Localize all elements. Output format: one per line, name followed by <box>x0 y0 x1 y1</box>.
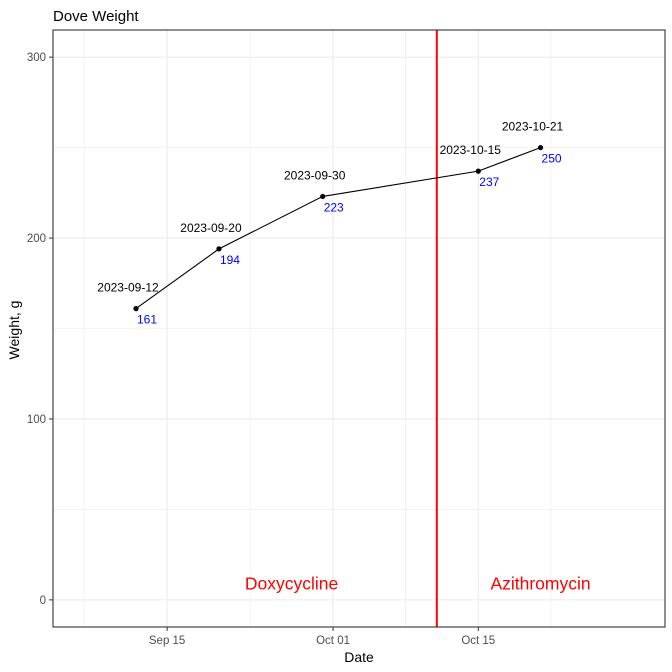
value-label: 237 <box>479 175 499 189</box>
panel-border <box>52 29 666 628</box>
date-label: 2023-10-21 <box>502 120 564 134</box>
data-labels: 2023-09-12 161 2023-09-20 194 2023-09-30 223 2… <box>97 120 563 327</box>
x-tick-label: Sep 15 <box>149 635 185 647</box>
x-axis-title: Date <box>344 649 374 665</box>
weight-series <box>133 144 544 312</box>
y-tick-label: 300 <box>27 52 46 64</box>
weight-point <box>475 168 481 174</box>
y-tick-label: 100 <box>27 414 46 426</box>
date-label: 2023-09-20 <box>180 221 242 235</box>
x-tick-label: Oct 15 <box>461 635 495 647</box>
grid <box>53 30 665 627</box>
weight-point <box>216 246 222 252</box>
value-label: 250 <box>542 152 562 166</box>
value-label: 161 <box>137 313 157 327</box>
treatment-label: Doxycycline <box>245 574 338 594</box>
y-axis-title: Weight, g <box>6 301 22 360</box>
value-label: 194 <box>220 253 240 267</box>
weight-point <box>537 144 544 151</box>
chart-title: Dove Weight <box>53 8 139 25</box>
date-label: 2023-09-12 <box>97 281 159 295</box>
date-label: 2023-10-15 <box>440 143 502 157</box>
x-axis-ticks: Sep 15 Oct 01 Oct 15 <box>149 627 495 647</box>
y-tick-label: 200 <box>27 233 46 245</box>
value-label: 223 <box>324 200 344 214</box>
treatment-label: Azithromycin <box>490 574 590 594</box>
weight-point <box>133 306 139 312</box>
y-tick-label: 0 <box>40 595 46 607</box>
treatment-annotations: Doxycycline Azithromycin <box>245 574 591 594</box>
date-label: 2023-09-30 <box>284 168 346 182</box>
y-axis-ticks: 0 100 200 300 <box>27 52 53 607</box>
x-tick-label: Oct 01 <box>316 635 350 647</box>
weight-point <box>320 193 326 200</box>
